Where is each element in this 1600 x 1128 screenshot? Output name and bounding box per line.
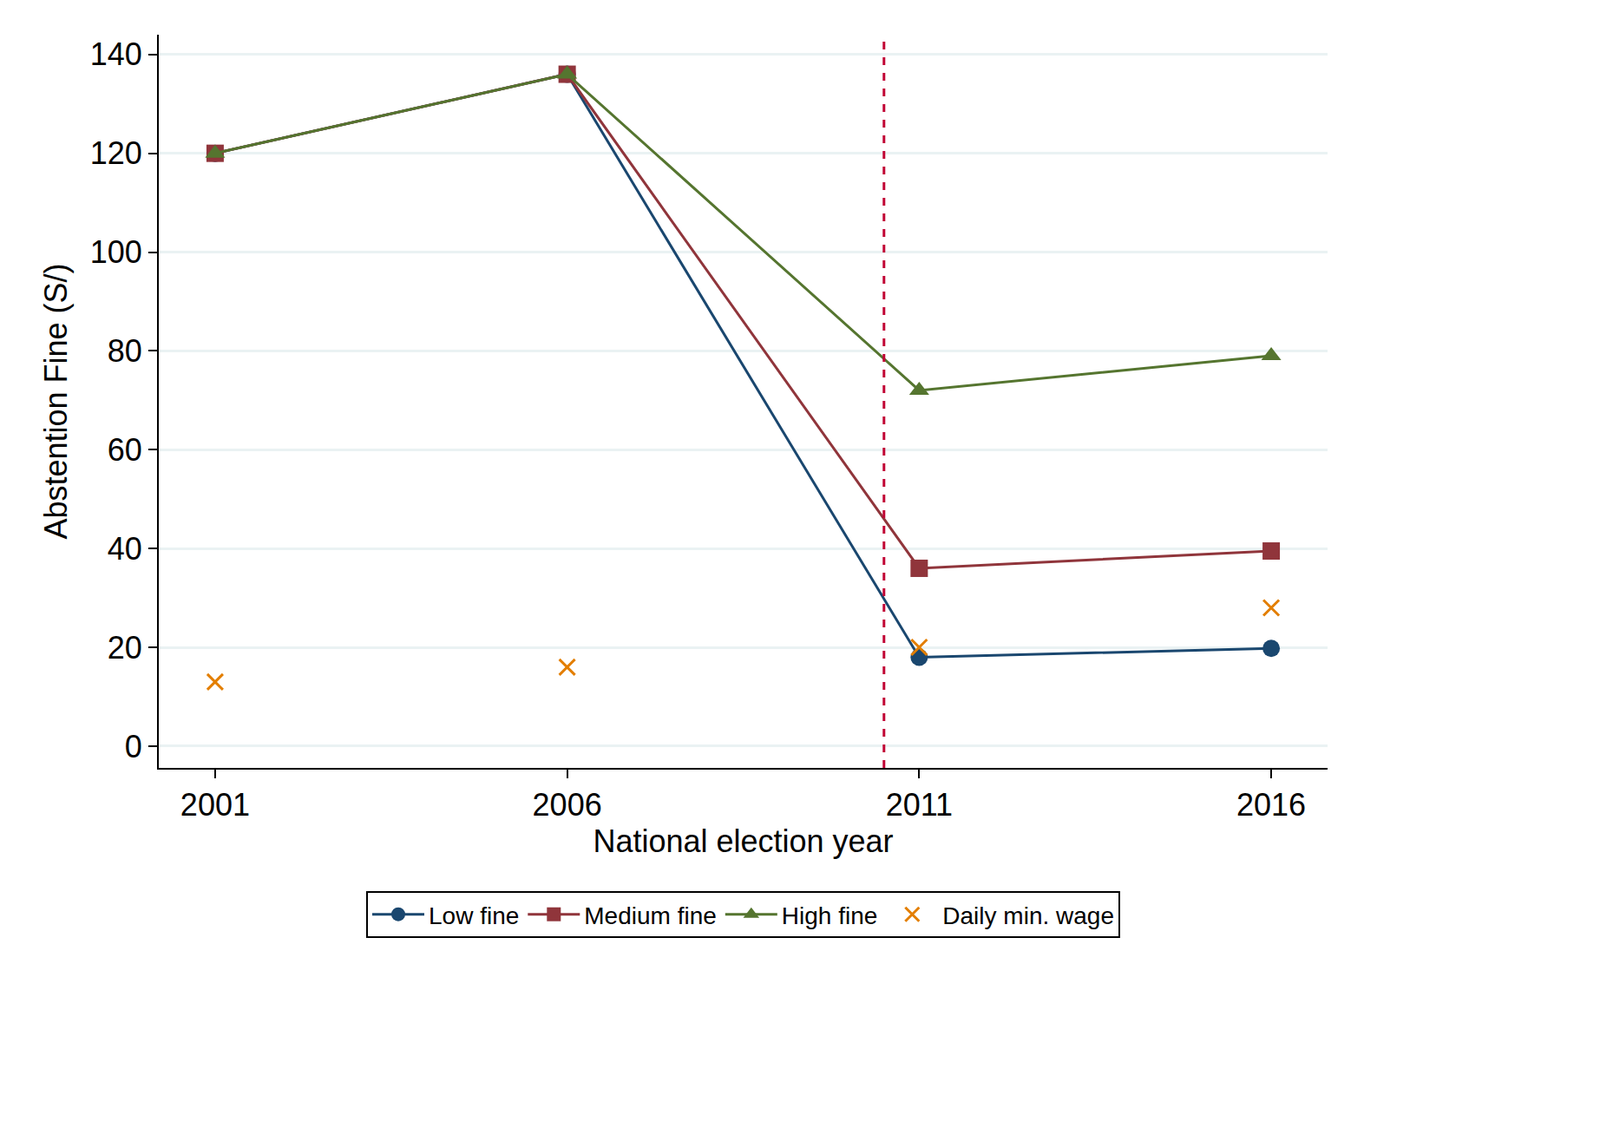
svg-text:National election year: National election year (592, 823, 893, 860)
svg-text:2001: 2001 (180, 786, 250, 823)
svg-text:80: 80 (107, 333, 143, 369)
svg-text:Low fine: Low fine (428, 902, 519, 930)
svg-text:60: 60 (107, 432, 143, 468)
svg-text:2006: 2006 (532, 786, 603, 823)
svg-text:20: 20 (107, 629, 143, 666)
svg-text:140: 140 (90, 36, 143, 73)
svg-text:0: 0 (124, 728, 143, 765)
svg-text:2016: 2016 (1236, 786, 1306, 823)
svg-text:100: 100 (90, 234, 143, 270)
svg-text:Daily min. wage: Daily min. wage (942, 902, 1115, 930)
svg-text:Medium fine: Medium fine (583, 902, 717, 930)
svg-text:Abstention Fine (S/): Abstention Fine (S/) (38, 262, 74, 539)
svg-text:High fine: High fine (781, 902, 879, 930)
svg-text:120: 120 (90, 135, 143, 171)
svg-text:2011: 2011 (885, 786, 953, 823)
svg-text:40: 40 (107, 531, 143, 567)
